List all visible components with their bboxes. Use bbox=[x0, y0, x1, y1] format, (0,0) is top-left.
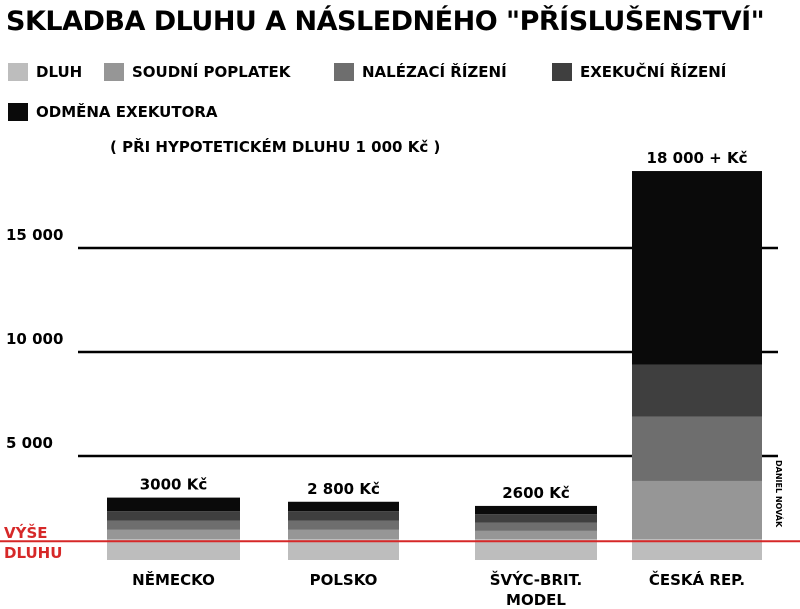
bar-segment bbox=[107, 497, 240, 512]
bar-segment bbox=[632, 480, 762, 540]
y-tick-label: 15 000 bbox=[6, 226, 63, 244]
bar-segment bbox=[475, 530, 597, 540]
x-category-label: ŠVÝC-BRIT. bbox=[490, 570, 583, 589]
bar-segment bbox=[632, 539, 762, 560]
legend-item-nalezaci-rizeni: NALÉZACÍ ŘÍZENÍ bbox=[334, 63, 507, 81]
legend-item-dluh: DLUH bbox=[8, 63, 82, 81]
legend-swatch bbox=[104, 63, 124, 81]
legend-label: DLUH bbox=[36, 63, 83, 81]
debt-reference-label: DLUHU bbox=[4, 544, 62, 562]
bar-segment bbox=[632, 416, 762, 481]
bar-segment bbox=[107, 539, 240, 560]
bar-segment bbox=[288, 539, 399, 560]
bar-segment bbox=[475, 514, 597, 523]
legend-swatch bbox=[552, 63, 572, 81]
legend-item-soudni-poplatek: SOUDNÍ POPLATEK bbox=[104, 63, 290, 81]
bar-segment bbox=[288, 520, 399, 530]
bar-segment bbox=[632, 171, 762, 365]
bar-data-label: 3000 Kč bbox=[140, 476, 208, 494]
author-credit: DANIEL NOVÁK bbox=[774, 460, 783, 528]
bar-segment bbox=[475, 522, 597, 531]
y-tick-label: 5 000 bbox=[6, 434, 53, 452]
bar-segment bbox=[107, 511, 240, 521]
bar-segment bbox=[107, 529, 240, 540]
y-tick-label: 10 000 bbox=[6, 330, 63, 348]
bar-data-label: 2600 Kč bbox=[502, 484, 570, 502]
legend-label: EXEKUČNÍ ŘÍZENÍ bbox=[580, 63, 727, 81]
x-category-label: POLSKO bbox=[310, 571, 378, 589]
x-category-label: NĚMECKO bbox=[132, 570, 215, 589]
legend-label: ODMĚNA EXEKUTORA bbox=[36, 103, 218, 121]
x-category-label: MODEL bbox=[506, 591, 566, 609]
legend-item-exekucni-rizeni: EXEKUČNÍ ŘÍZENÍ bbox=[552, 63, 726, 81]
chart-subtitle: ( PŘI HYPOTETICKÉM DLUHU 1 000 Kč ) bbox=[110, 138, 441, 156]
legend-swatch bbox=[334, 63, 354, 81]
legend-label: SOUDNÍ POPLATEK bbox=[132, 63, 291, 81]
bar-segment bbox=[288, 511, 399, 521]
bar-segment bbox=[475, 539, 597, 560]
bar-segment bbox=[475, 505, 597, 515]
legend-label: NALÉZACÍ ŘÍZENÍ bbox=[362, 63, 507, 81]
legend-swatch bbox=[8, 63, 28, 81]
x-category-label: ČESKÁ REP. bbox=[649, 570, 745, 589]
bar-segment bbox=[107, 520, 240, 530]
bar-segment bbox=[288, 501, 399, 512]
chart-title: SKLADBA DLUHU A NÁSLEDNÉHO "PŘÍSLUŠENSTV… bbox=[6, 6, 765, 37]
bar-segment bbox=[632, 364, 762, 417]
bar-data-label: 18 000 + Kč bbox=[647, 149, 748, 167]
legend-swatch bbox=[8, 103, 28, 121]
bar-segment bbox=[288, 529, 399, 540]
legend-item-odmena-exekutora: ODMĚNA EXEKUTORA bbox=[8, 103, 218, 121]
debt-reference-label: VÝŠE bbox=[4, 523, 48, 542]
bar-data-label: 2 800 Kč bbox=[307, 480, 380, 498]
